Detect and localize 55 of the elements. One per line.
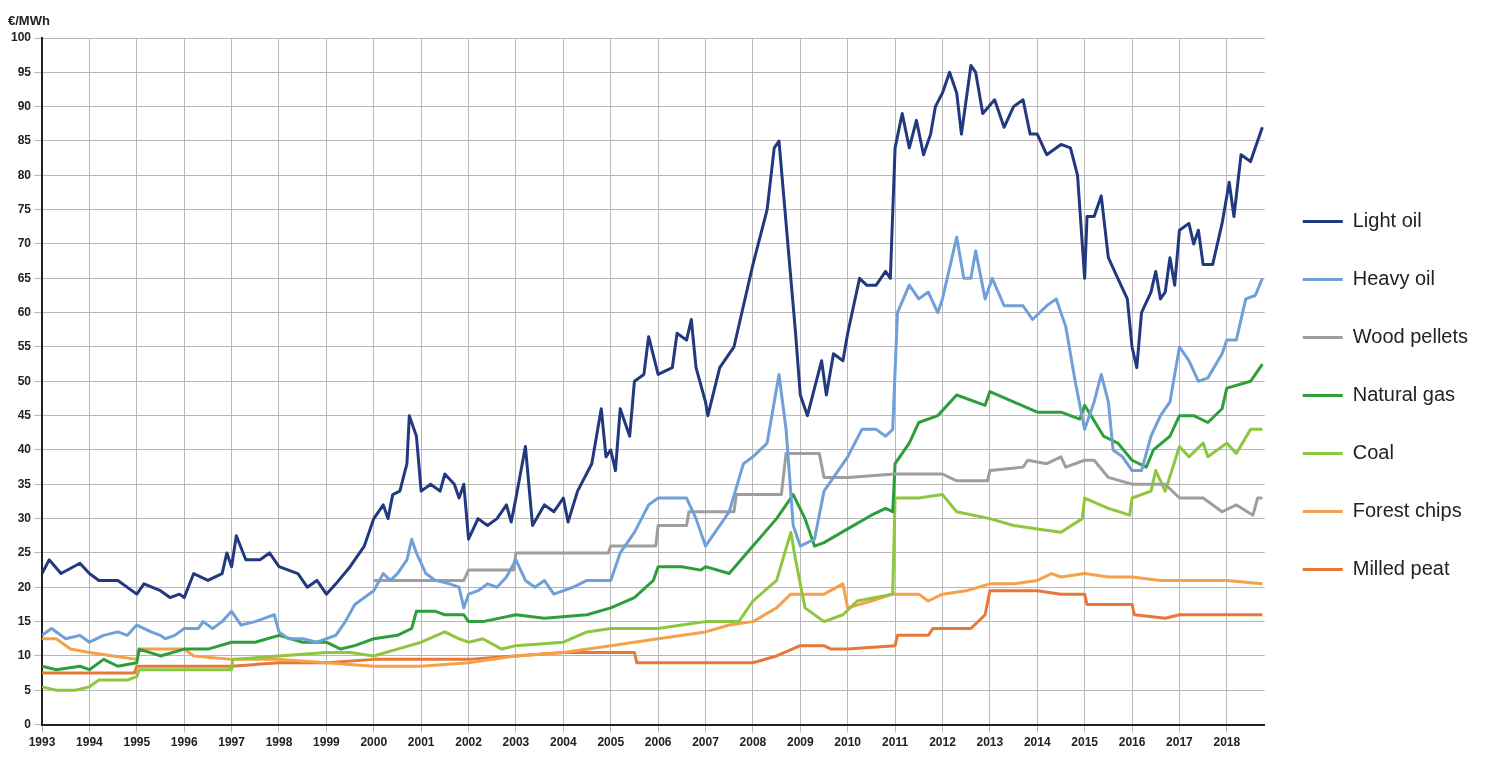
x-tick-label: 2015 [1071, 735, 1099, 750]
x-tick-label: 2001 [407, 735, 435, 750]
x-tick-label: 2013 [976, 735, 1004, 750]
y-tick-label: 20 [17, 579, 32, 594]
y-tick-label: 35 [17, 476, 32, 491]
y-tick-label: 100 [10, 30, 32, 45]
y-tick-label: 45 [17, 407, 32, 422]
y-tick-label: 80 [17, 167, 32, 182]
y-tick-label: 0 [24, 716, 32, 731]
y-tick-label: 90 [17, 98, 32, 113]
x-tick-label: 2009 [786, 735, 814, 750]
x-tick-label: 2008 [739, 735, 767, 750]
y-tick-label: 60 [17, 304, 32, 319]
y-tick-label: 30 [17, 510, 32, 525]
x-tick-label: 2004 [549, 735, 578, 750]
legend-label: Wood pellets [1352, 325, 1469, 348]
legend-label: Coal [1352, 441, 1394, 464]
x-tick-label: 2002 [455, 735, 483, 750]
x-tick-label: 1993 [28, 735, 56, 750]
x-tick-label: 2007 [692, 735, 720, 750]
x-tick-label: 1997 [218, 735, 246, 750]
x-tick-label: 2014 [1023, 735, 1051, 750]
x-tick-label: 2005 [597, 735, 625, 750]
y-tick-label: 15 [17, 613, 32, 628]
x-tick-label: 2000 [360, 735, 388, 750]
y-tick-label: 55 [17, 339, 32, 354]
y-tick-label: 70 [17, 236, 32, 251]
legend-label: Natural gas [1352, 383, 1456, 406]
x-tick-label: 2016 [1118, 735, 1146, 750]
x-tick-label: 2010 [834, 735, 862, 750]
x-tick-label: 1999 [313, 735, 341, 750]
legend-label: Heavy oil [1352, 267, 1436, 290]
x-tick-label: 2018 [1213, 735, 1241, 750]
x-tick-label: 2011 [882, 735, 909, 750]
y-tick-label: 5 [24, 682, 32, 697]
legend-label: Milled peat [1352, 557, 1450, 580]
y-tick-label: 50 [17, 373, 32, 388]
y-tick-label: 75 [17, 201, 32, 216]
x-tick-label: 2006 [644, 735, 672, 750]
legend-label: Forest chips [1352, 499, 1462, 522]
y-tick-label: 25 [17, 545, 32, 560]
x-tick-label: 2012 [929, 735, 957, 750]
x-tick-label: 1995 [123, 735, 151, 750]
x-tick-label: 1998 [265, 735, 293, 750]
y-tick-label: 85 [17, 133, 32, 148]
x-tick-label: 2017 [1166, 735, 1194, 750]
legend-label: Light oil [1352, 209, 1422, 232]
y-tick-label: 65 [17, 270, 32, 285]
x-tick-label: 1996 [170, 735, 198, 750]
y-tick-label: 95 [17, 64, 32, 79]
y-tick-label: 40 [17, 442, 32, 457]
y-axis-title: €/MWh [8, 13, 50, 29]
x-tick-label: 2003 [502, 735, 530, 750]
y-tick-label: 10 [17, 648, 32, 663]
x-tick-label: 1994 [76, 735, 104, 750]
